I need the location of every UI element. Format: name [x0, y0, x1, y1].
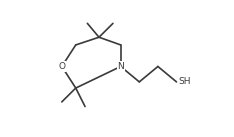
- Text: N: N: [117, 62, 124, 71]
- Text: O: O: [58, 62, 65, 71]
- Text: SH: SH: [179, 77, 191, 86]
